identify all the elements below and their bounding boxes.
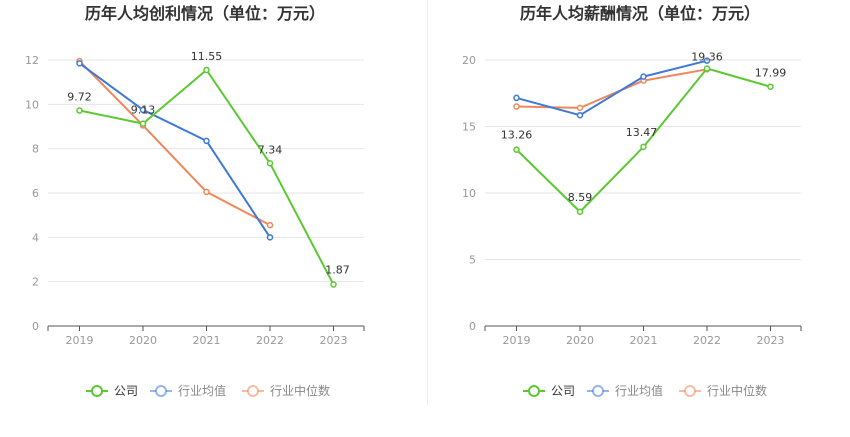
- y-tick-label: 2: [32, 276, 39, 289]
- chart-title: 历年人均薪酬情况（单位：万元）: [520, 4, 760, 23]
- data-point: [266, 160, 274, 167]
- y-tick-label: 0: [469, 320, 476, 333]
- data-point: [203, 188, 210, 196]
- data-point: [203, 66, 210, 74]
- legend-marker: [247, 385, 259, 397]
- x-tick-label: 2020: [129, 334, 157, 347]
- series-line-3: [78, 60, 271, 227]
- legend-label: 公司: [114, 384, 138, 398]
- data-label: 9.13: [131, 104, 156, 117]
- data-point: [76, 107, 83, 114]
- x-tick-label: 2021: [630, 334, 658, 347]
- y-tick-label: 20: [462, 54, 476, 67]
- legend-marker: [592, 385, 604, 397]
- legend-label: 行业中位数: [707, 383, 767, 398]
- series-line-2: [78, 62, 271, 238]
- legend-item-2[interactable]: 行业均值: [587, 383, 663, 398]
- x-tick-label: 2022: [256, 334, 284, 347]
- data-point: [76, 60, 83, 67]
- data-point: [513, 103, 520, 110]
- series-line-2: [516, 59, 708, 117]
- data-point: [330, 281, 337, 288]
- data-point: [576, 104, 584, 112]
- y-tick-label: 12: [25, 54, 39, 67]
- x-tick-label: 2019: [503, 334, 531, 347]
- data-point: [266, 234, 274, 241]
- data-label: 13.26: [501, 129, 533, 142]
- legend: 公司 行业均值 行业中位数: [86, 383, 330, 398]
- series-line-1: [515, 67, 771, 213]
- data-label: 9.72: [67, 91, 92, 104]
- data-label: 11.55: [191, 50, 223, 63]
- x-tick-label: 2019: [66, 334, 94, 347]
- data-point: [513, 94, 520, 102]
- x-tick-label: 2023: [320, 334, 348, 347]
- data-point: [203, 137, 210, 145]
- series-line-3: [516, 68, 708, 109]
- legend-label: 公司: [551, 384, 575, 398]
- data-point: [139, 106, 147, 114]
- y-tick-label: 10: [462, 187, 476, 200]
- legend-label: 行业中位数: [270, 383, 330, 398]
- y-tick-label: 8: [32, 143, 39, 156]
- data-point: [576, 208, 584, 216]
- legend-marker: [155, 385, 167, 397]
- data-point: [139, 120, 147, 127]
- data-point: [576, 111, 584, 119]
- data-point: [513, 146, 520, 153]
- legend-marker: [684, 385, 696, 397]
- legend-item-1[interactable]: 公司: [86, 384, 138, 398]
- legend-label: 行业均值: [615, 383, 663, 398]
- legend-item-2[interactable]: 行业均值: [150, 383, 226, 398]
- chart-title: 历年人均创利情况（单位：万元）: [85, 4, 325, 23]
- chart-panel-2: 历年人均薪酬情况（单位：万元） 0 5 10 15 20 2019 2020 2021 2022 2…: [462, 4, 802, 398]
- x-tick-label: 2021: [193, 334, 221, 347]
- data-label: 17.99: [755, 67, 787, 80]
- panel-divider: [427, 0, 428, 405]
- y-tick-label: 4: [32, 231, 39, 244]
- y-tick-label: 15: [462, 121, 476, 134]
- data-point: [767, 83, 774, 90]
- data-label: 7.34: [258, 143, 283, 156]
- data-label: 8.59: [568, 191, 593, 204]
- legend-item-3[interactable]: 行业中位数: [242, 383, 330, 398]
- x-tick-label: 2023: [757, 334, 785, 347]
- legend-marker: [528, 385, 540, 397]
- data-label: 1.87: [325, 264, 350, 277]
- data-point: [266, 221, 274, 229]
- legend-item-1[interactable]: 公司: [523, 384, 575, 398]
- data-point: [640, 73, 647, 80]
- y-tick-label: 10: [25, 98, 39, 111]
- data-point: [640, 143, 647, 151]
- y-tick-label: 6: [32, 187, 39, 200]
- chart-panel-1: 历年人均创利情况（单位：万元） 0 2 4 6 8 10 12 2019 2020 2021 2022…: [25, 4, 365, 398]
- y-tick-label: 5: [469, 254, 476, 267]
- data-label: 19.36: [691, 51, 723, 64]
- x-tick-label: 2020: [566, 334, 594, 347]
- data-label: 13.47: [626, 126, 658, 139]
- legend-item-3[interactable]: 行业中位数: [679, 383, 767, 398]
- data-point: [703, 57, 711, 64]
- data-point: [703, 65, 711, 72]
- series-line-1: [79, 68, 335, 286]
- legend-label: 行业均值: [178, 383, 226, 398]
- x-tick-label: 2022: [693, 334, 721, 347]
- y-tick-label: 0: [32, 320, 39, 333]
- legend: 公司 行业均值 行业中位数: [523, 383, 767, 398]
- legend-marker: [91, 385, 103, 397]
